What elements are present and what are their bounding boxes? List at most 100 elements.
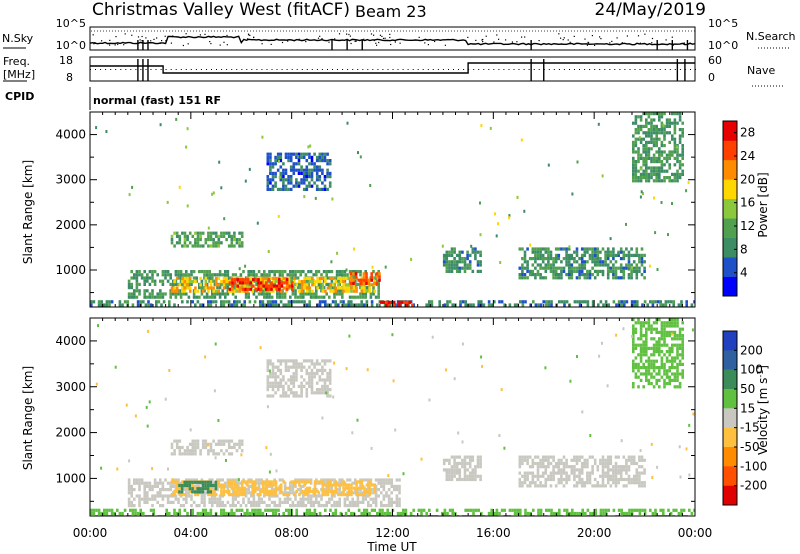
range-cell [634,176,638,180]
range-cell [287,388,290,392]
range-cell [233,281,237,285]
range-cell [199,449,202,453]
range-cell [97,303,101,307]
range-cell [188,449,192,453]
range-cell [570,468,574,472]
range-cell [637,128,640,132]
range-cell [466,477,469,482]
range-cell [278,284,281,288]
range-cell [170,234,174,238]
range-cell [455,477,459,482]
range-cell [201,231,205,235]
range-cell [642,150,645,154]
range-cell [650,166,653,170]
range-cell [635,468,639,472]
range-cell [586,260,589,264]
range-cell [350,511,353,516]
range-cell [458,269,462,273]
range-cell [588,273,592,277]
nave-dot [155,69,157,70]
nsearch-dot [93,43,95,45]
range-cell [302,270,305,274]
range-cell [588,269,592,273]
range-cell [586,481,589,485]
range-cell [645,378,648,382]
range-cell [274,155,277,159]
range-cell [178,283,182,287]
range-cell [201,445,205,450]
range-cell [214,234,218,238]
range-cell [359,478,362,482]
nave-dot [574,69,575,70]
range-cell [331,289,335,293]
range-cell [207,234,210,238]
range-cell [387,500,391,504]
range-cell [554,269,558,273]
range-cell [364,292,367,296]
range-cell [151,467,154,471]
range-cell [639,124,643,128]
range-cell [313,280,317,284]
range-cell [292,372,296,376]
range-cell [637,385,640,389]
range-cell [609,269,613,273]
range-cell [217,238,221,242]
range-cell [225,449,228,453]
range-cell [634,321,638,325]
range-cell [142,300,145,304]
range-cell [539,276,542,280]
range-cell [536,273,540,277]
range-cell [667,300,670,304]
range-cell [395,504,399,508]
range-cell [300,178,303,182]
range-cell [235,493,239,497]
range-cell [599,508,603,512]
range-cell [278,270,282,274]
range-cell [100,511,103,516]
range-cell [200,292,204,296]
range-cell [143,292,146,296]
range-cell [259,284,263,288]
range-cell [186,204,189,208]
range-cell [240,480,244,484]
range-cell [326,171,329,175]
range-cell [653,196,655,200]
range-cell [274,489,278,493]
range-cell [271,372,275,376]
range-cell [662,511,665,516]
range-cell [609,484,613,488]
range-cell [282,378,285,382]
range-cell [466,263,469,267]
velocity-cells [90,318,695,516]
range-cell [217,452,221,456]
range-cell [253,486,257,490]
range-cell [578,477,581,482]
range-cell [209,286,213,290]
range-cell [570,276,574,280]
range-cell [209,244,213,248]
range-cell [300,283,304,287]
range-cell [550,300,553,304]
range-cell [267,278,271,282]
range-cell [103,511,106,516]
range-cell [303,286,306,290]
range-cell [266,359,270,363]
range-cell [248,276,252,280]
range-cell [204,445,208,450]
range-cell [151,488,154,492]
range-cell [655,150,658,154]
nsearch-dot [418,36,420,38]
range-cell [650,362,653,366]
range-cell [238,267,241,271]
range-cell [663,337,666,341]
range-cell [196,241,200,245]
range-cell [352,289,356,293]
range-cell [625,511,629,516]
range-cell [668,324,671,328]
range-cell [170,289,174,293]
range-cell [287,178,290,182]
range-cell [205,295,209,299]
range-cell [547,266,550,270]
range-cell [647,321,651,325]
range-cell [576,355,578,358]
